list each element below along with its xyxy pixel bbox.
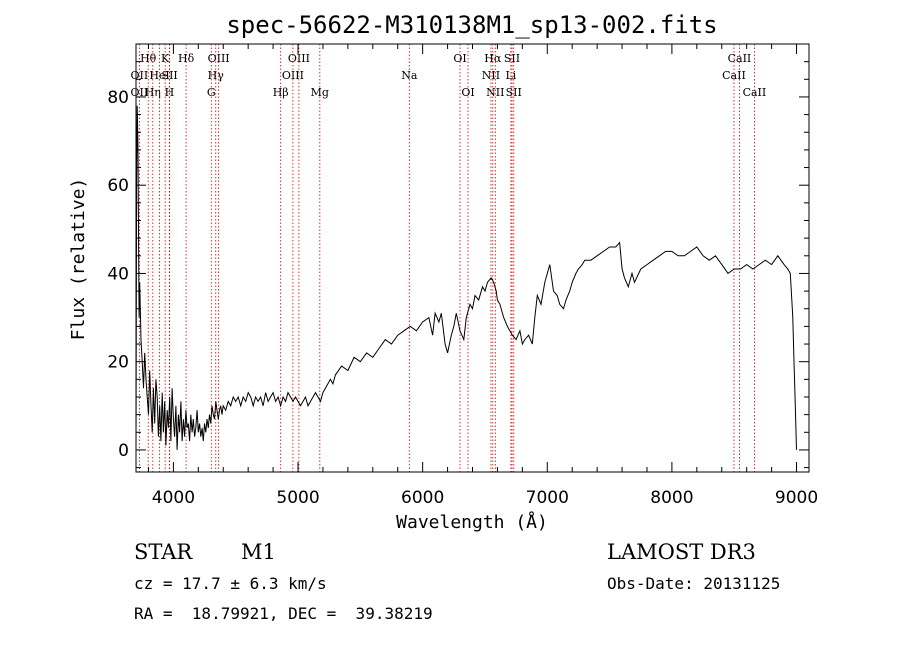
line-marker-label: OI [461,86,474,99]
x-axis-label: Wavelength (Å) [396,511,548,533]
line-marker-label: K [161,52,170,65]
line-marker-label: Hβ [273,86,289,99]
object-class: STAR [134,540,193,564]
line-marker-label: OII [131,86,149,99]
line-marker-label: Mg [311,86,329,99]
line-marker-label: Hη [145,86,161,99]
x-tick-label: 6000 [401,488,444,508]
x-tick-label: 8000 [650,488,693,508]
chart-title: spec-56622-M310138M1_sp13-002.fits [226,11,717,39]
line-marker-label: CaII [743,86,767,99]
y-tick-label: 0 [118,441,129,461]
line-marker-label: NII [486,86,504,99]
line-marker-label: NII [482,69,500,82]
observation-date: Obs-Date: 20131125 [607,574,781,593]
line-marker-label: SII [162,69,178,82]
line-marker-label: SII [506,86,522,99]
y-tick-label: 20 [107,353,129,373]
plot-frame [135,43,810,473]
line-marker-label: OIII [282,69,304,82]
object-subclass: M1 [241,540,276,564]
line-marker-label: HeI [149,69,169,82]
line-marker-label: Li [505,69,516,82]
line-marker-label: OII [131,69,149,82]
line-marker-label: Na [401,69,418,82]
line-marker-label: OIII [208,52,230,65]
y-tick-label: 40 [107,264,129,284]
y-tick-label: 60 [107,176,129,196]
spectral-line-markers [138,44,755,472]
line-marker-label: Hθ [140,52,157,65]
x-tick-label: 4000 [152,488,195,508]
line-marker-label: Hα [484,52,502,65]
x-tick-label: 5000 [276,488,319,508]
y-axis-ticks: 0 20 40 60 80 [107,61,809,469]
line-marker-label: SII [504,52,520,65]
line-marker-label: Hδ [178,52,195,65]
spectral-line-labels: OII OII Hθ Hη HeI K SII H Hδ OIII Hγ G OIII OIII Hβ Mg N… [131,52,767,99]
x-tick-label: 7000 [526,488,569,508]
line-marker-label: G [207,86,216,99]
spectrum-series-line [135,105,797,450]
ra-dec-coordinates: RA = 18.79921, DEC = 39.38219 [134,604,433,623]
line-marker-label: Hγ [208,69,225,82]
line-marker-label: CaII [722,69,746,82]
line-marker-label: CaII [728,52,752,65]
redshift-cz: cz = 17.7 ± 6.3 km/s [134,574,327,593]
y-axis-label: Flux (relative) [68,178,89,341]
line-marker-label: OIII [288,52,310,65]
survey-name: LAMOST DR3 [607,540,756,564]
x-axis-ticks: 4000 5000 6000 7000 8000 9000 [147,44,818,508]
line-marker-label: OI [453,52,466,65]
y-tick-label: 80 [107,88,129,108]
line-marker-label: H [165,86,175,99]
x-tick-label: 9000 [775,488,818,508]
